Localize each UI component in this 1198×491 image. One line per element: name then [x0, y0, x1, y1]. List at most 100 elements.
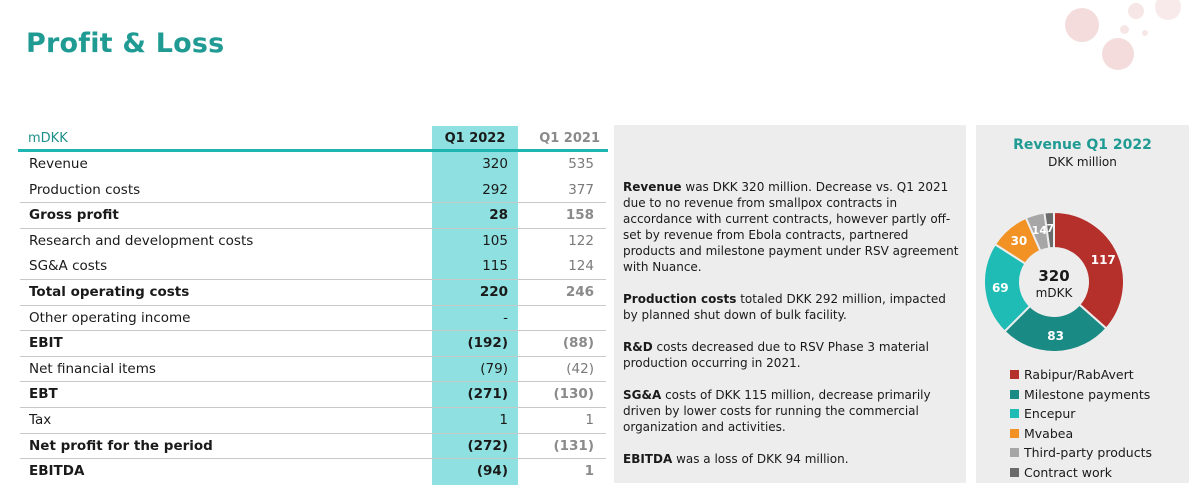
value-q1-2022: 292 — [482, 181, 508, 198]
value-q1-2021: 535 — [568, 156, 594, 172]
row-divider — [20, 279, 606, 280]
table-row: Gross profit 28 158 — [20, 203, 606, 227]
revenue-chart-panel: Revenue Q1 2022 DKK million 117 83 69 30 14 7… — [976, 125, 1189, 483]
value-q1-2022: (79) — [480, 360, 508, 377]
row-label: SG&A costs — [29, 258, 108, 275]
table-row: Production costs 292 377 — [20, 178, 606, 202]
legend-swatch — [1010, 389, 1019, 399]
legend-swatch — [1010, 409, 1019, 418]
value-q1-2021: (88) — [562, 335, 594, 352]
row-label: EBITDA — [29, 463, 85, 480]
slice-value-label: 83 — [1047, 329, 1064, 343]
legend-item: Third-party products — [1010, 445, 1152, 465]
legend-item: Contract work — [1010, 465, 1152, 485]
donut-slice — [1053, 210, 1125, 330]
row-label: Net profit for the period — [29, 437, 213, 454]
legend-swatch — [1010, 428, 1019, 438]
value-q1-2021: 1 — [584, 463, 594, 480]
value-q1-2022: (192) — [467, 335, 508, 352]
row-divider — [20, 381, 606, 383]
legend-item: Rabipur/RabAvert — [1010, 367, 1152, 387]
value-q1-2022: 105 — [482, 232, 508, 249]
row-label: EBT — [29, 386, 58, 403]
table-row: Tax 1 1 — [20, 408, 606, 432]
legend-label: Mvabea — [1024, 425, 1074, 441]
legend-label: Contract work — [1024, 464, 1112, 480]
value-q1-2021: 122 — [568, 232, 594, 249]
slice-value-label: 117 — [1091, 253, 1116, 267]
value-q1-2021: (131) — [553, 437, 594, 454]
value-q1-2021: 1 — [585, 412, 594, 428]
revenue-comment: Revenue was DKK 320 million. Decrease vs… — [623, 180, 959, 274]
value-q1-2021: 246 — [565, 284, 594, 300]
value-q1-2022: 28 — [489, 207, 508, 224]
slice-value-label: 30 — [1011, 234, 1028, 248]
value-q1-2022: - — [503, 309, 508, 326]
donut-slice — [1003, 303, 1108, 353]
value-q1-2022: 1 — [499, 412, 508, 428]
row-divider — [20, 432, 606, 434]
sga-comment: SG&A costs of DKK 115 million, decrease … — [623, 388, 931, 434]
column-header-q1-2022: Q1 2022 — [444, 131, 506, 146]
commentary-panel: Revenue was DKK 320 million. Decrease vs… — [614, 125, 966, 483]
legend-item: Mvabea — [1010, 426, 1152, 446]
ebitda-comment: EBITDA was a loss of DKK 94 million. — [623, 452, 849, 466]
row-label: Revenue — [29, 156, 88, 172]
legend-label: Rabipur/RabAvert — [1024, 367, 1134, 382]
value-q1-2021: 124 — [568, 258, 594, 275]
slice-value-label: 69 — [992, 281, 1009, 295]
decorative-bubble — [1065, 8, 1099, 42]
row-label: Research and development costs — [29, 232, 254, 249]
legend-label: Encepur — [1024, 406, 1076, 421]
row-label: Other operating income — [29, 309, 191, 326]
row-label: Net financial items — [29, 360, 156, 377]
row-divider — [20, 355, 606, 357]
value-q1-2022: 115 — [482, 258, 508, 275]
value-q1-2021: 377 — [568, 181, 594, 198]
chart-subtitle: DKK million — [1048, 155, 1117, 169]
legend-label: Milestone payments — [1024, 386, 1151, 402]
page-title: Profit & Loss — [26, 28, 225, 59]
legend-label: Third-party products — [1024, 445, 1152, 460]
table-row: EBT (271) (130) — [20, 382, 606, 406]
legend-swatch — [1010, 467, 1019, 477]
row-divider — [20, 458, 606, 460]
table-row: EBIT (192) (88) — [20, 331, 606, 355]
donut-center-value: 320 — [1038, 267, 1069, 285]
row-label: Gross profit — [29, 207, 119, 224]
table-row: Research and development costs 105 122 — [20, 229, 606, 253]
table-row: Net financial items (79) (42) — [20, 357, 606, 381]
value-q1-2021: (42) — [566, 360, 594, 377]
slice-value-label: 14 — [1032, 224, 1048, 237]
table-row: EBITDA (94) 1 — [20, 459, 606, 483]
production-comment: Production costs totaled DKK 292 million… — [623, 292, 946, 322]
decorative-bubble — [1155, 0, 1181, 20]
table-row: Net profit for the period (272) (131) — [20, 434, 606, 458]
value-q1-2021: 158 — [565, 207, 594, 224]
row-divider — [20, 330, 606, 332]
table-row: Total operating costs 220 246 — [20, 280, 606, 304]
row-divider — [20, 304, 606, 306]
row-divider — [20, 407, 606, 408]
header-divider — [18, 149, 608, 152]
row-label: Total operating costs — [29, 284, 190, 300]
value-q1-2022: (94) — [476, 463, 508, 480]
donut-center-unit: mDKK — [1036, 286, 1074, 300]
legend-swatch — [1010, 448, 1019, 457]
row-label: Tax — [29, 412, 52, 428]
slice-value-label: 7 — [1046, 222, 1054, 235]
decorative-bubble — [1102, 38, 1134, 70]
row-divider — [20, 202, 606, 204]
row-divider — [20, 227, 606, 229]
table-header: mDKK Q1 2022 Q1 2021 — [20, 126, 606, 150]
value-q1-2022: (272) — [467, 437, 508, 454]
table-row: SG&A costs 115 124 — [20, 254, 606, 278]
table-row: Other operating income - — [20, 306, 606, 330]
chart-title: Revenue Q1 2022 — [1013, 137, 1152, 153]
value-q1-2022: 220 — [479, 284, 508, 300]
decorative-bubble — [1128, 3, 1144, 19]
column-header-q1-2021: Q1 2021 — [539, 131, 600, 146]
value-q1-2022: (271) — [467, 386, 508, 403]
decorative-bubble — [1120, 25, 1129, 34]
